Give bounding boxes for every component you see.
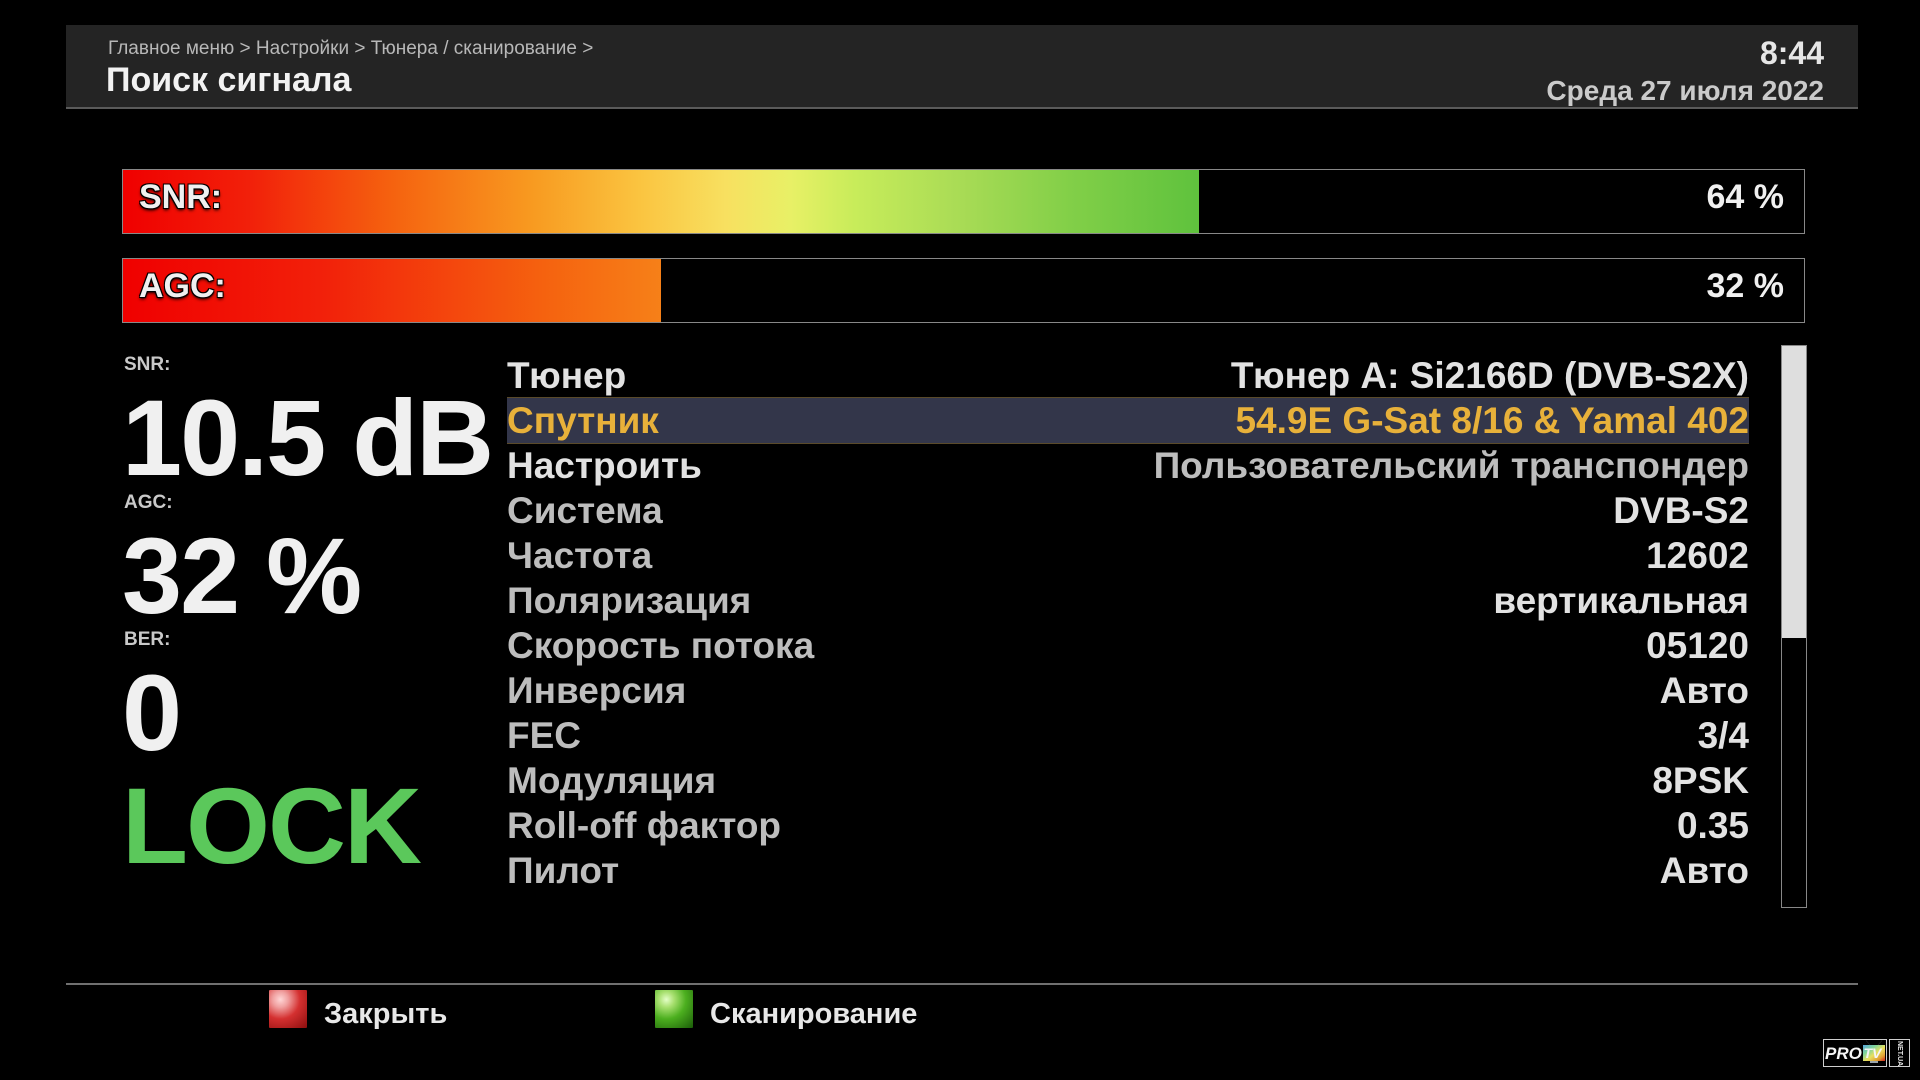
svg-text:PRO: PRO (1825, 1044, 1862, 1063)
svg-text:NET.UA: NET.UA (1896, 1041, 1903, 1066)
svg-text:TV: TV (1864, 1045, 1884, 1061)
